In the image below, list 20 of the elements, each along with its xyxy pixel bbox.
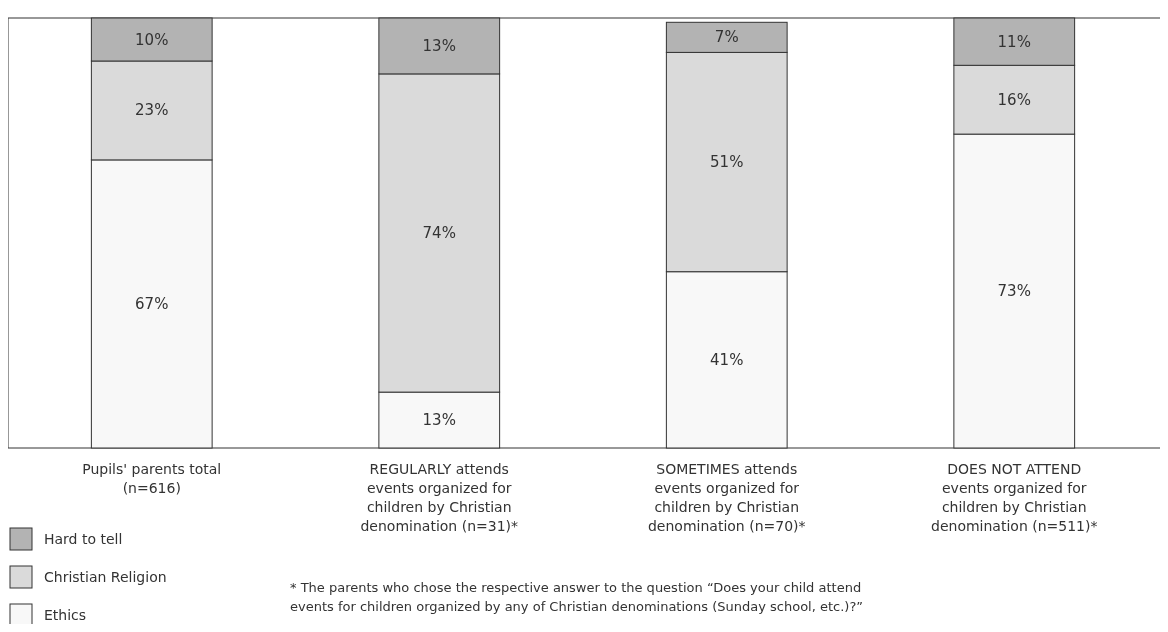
x-tick-label: DOES NOT ATTEND events organized for children by Christian denomination (n=511)* (931, 461, 1098, 534)
legend-label: Christian Religion (44, 569, 167, 585)
data-label: 10% (135, 30, 169, 49)
data-label: 51% (710, 153, 744, 172)
data-label: 67% (135, 294, 169, 313)
text: * The parents who chose the respective answer to the question “Does your child attend events for children organized by any of Christian denominations (Sunday school, etc.)?” (290, 580, 864, 614)
data-label: 16% (997, 90, 1031, 109)
x-tick-label: Pupils' parents total (n=616) (82, 461, 222, 496)
data-label: 73% (997, 282, 1031, 301)
data-label: 7% (714, 28, 739, 47)
data-label: 74% (422, 224, 456, 242)
data-label: 11% (997, 32, 1031, 51)
legend-label: Ethics (44, 607, 87, 623)
data-label: 41% (710, 350, 744, 369)
data-label: 13% (422, 36, 456, 55)
legend-label: Hard to tell (44, 531, 123, 547)
data-label: 13% (422, 411, 456, 430)
data-label: 23% (135, 101, 169, 120)
x-tick-label: SOMETIMES attends events organized for children by Christian denomination (n=70)* (647, 461, 806, 534)
x-tick-label: REGULARLY attends events organized for children by Christian denomination (n=31)* (360, 461, 519, 534)
